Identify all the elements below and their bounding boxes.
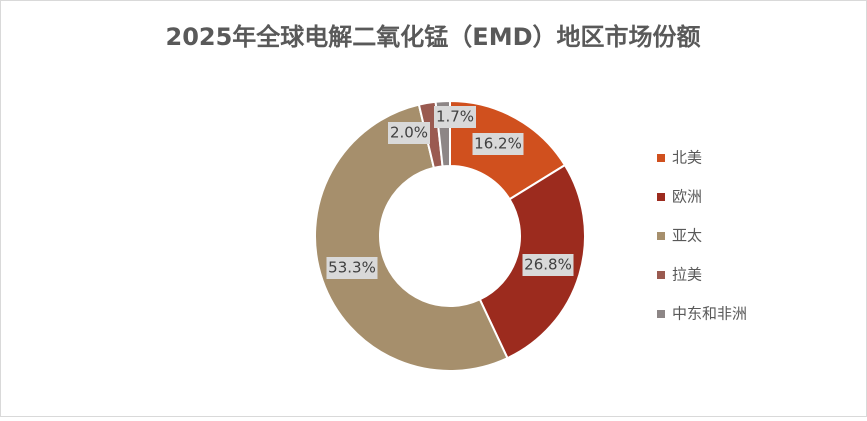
- data-label-box: [472, 133, 524, 155]
- data-label: 16.2%: [474, 135, 522, 153]
- chart-title: 2025年全球电解二氧化锰（EMD）地区市场份额: [166, 23, 701, 51]
- legend-swatch: [657, 310, 665, 318]
- data-label: 26.8%: [524, 256, 572, 274]
- legend-swatch: [657, 193, 665, 201]
- data-label-box: [434, 106, 476, 128]
- data-label: 1.7%: [436, 108, 474, 126]
- legend-label: 拉美: [672, 266, 702, 284]
- legend-swatch: [657, 232, 665, 240]
- data-label: 2.0%: [390, 124, 428, 142]
- legend-label: 中东和非洲: [672, 305, 747, 323]
- legend-label: 北美: [672, 149, 702, 167]
- legend-label: 亚太: [672, 227, 702, 245]
- legend-swatch: [657, 154, 665, 162]
- legend-label: 欧洲: [672, 188, 702, 206]
- data-label-box: [326, 257, 378, 279]
- data-label-box: [388, 122, 430, 144]
- data-label: 53.3%: [328, 259, 376, 277]
- legend-swatch: [657, 271, 665, 279]
- data-label-box: [522, 254, 574, 276]
- donut-slice: [314, 103, 509, 372]
